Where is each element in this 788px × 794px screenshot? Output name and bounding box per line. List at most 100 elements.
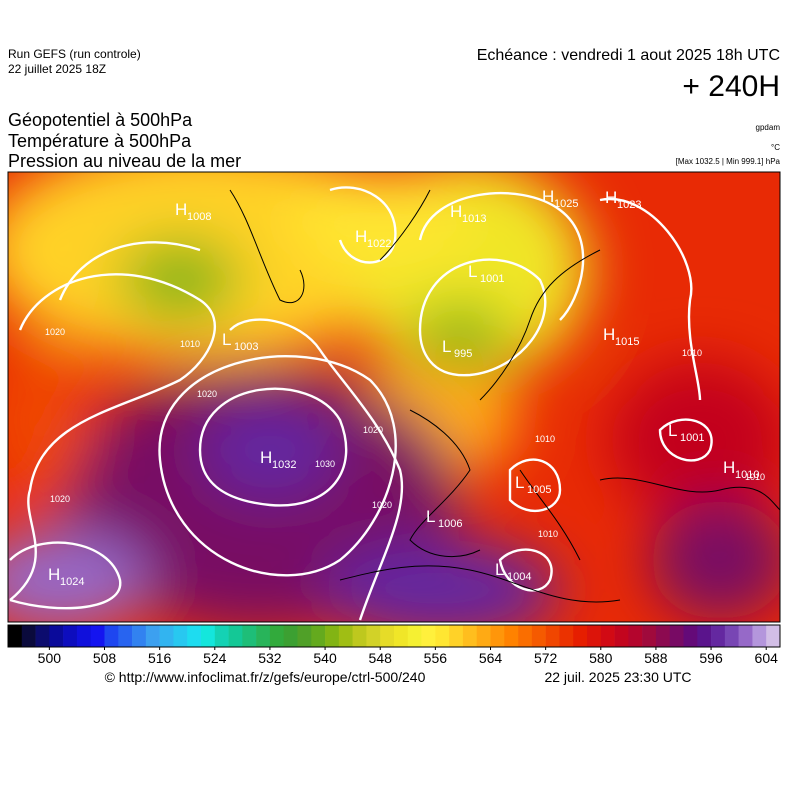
- isobar-label: 1020: [197, 389, 217, 399]
- run-date: 22 juillet 2025 18Z: [8, 62, 106, 76]
- center-value: 1015: [615, 336, 639, 348]
- center-value: 1024: [60, 576, 84, 588]
- center-value: 1023: [617, 199, 641, 211]
- isobar-label: 1020: [45, 327, 65, 337]
- pressure-center: H 1023: [605, 188, 641, 211]
- center-letter: L: [495, 560, 504, 579]
- center-letter: L: [426, 507, 435, 526]
- isobar-label: 1020: [363, 425, 383, 435]
- valid-time: Echéance : vendredi 1 aout 2025 18h UTC: [477, 47, 780, 64]
- color-swatch: [669, 625, 684, 647]
- center-value: 1003: [234, 341, 258, 353]
- isobar-label: 1020: [372, 500, 392, 510]
- isobar-label: 1020: [50, 494, 70, 504]
- center-value: 1013: [462, 213, 486, 225]
- color-swatch: [256, 625, 271, 647]
- center-value: 1001: [680, 432, 704, 444]
- center-letter: L: [468, 262, 477, 281]
- colorbar-tick-label: 604: [755, 650, 779, 666]
- color-swatch: [90, 625, 105, 647]
- center-value: 1006: [438, 518, 462, 530]
- center-letter: H: [450, 202, 462, 221]
- title: Pression au niveau de la mer: [8, 151, 241, 171]
- color-swatch: [118, 625, 133, 647]
- center-letter: L: [515, 473, 524, 492]
- colorbar-tick-label: 500: [38, 650, 62, 666]
- center-letter: L: [668, 421, 677, 440]
- colorbar-tick-label: 548: [369, 650, 393, 666]
- color-swatch: [394, 625, 409, 647]
- colorbar-tick-label: 572: [534, 650, 558, 666]
- color-swatch: [352, 625, 367, 647]
- center-letter: H: [355, 227, 367, 246]
- color-swatch: [325, 625, 340, 647]
- map-frame: [7, 171, 781, 623]
- color-swatch: [21, 625, 36, 647]
- title: Géopotentiel à 500hPa: [8, 110, 193, 130]
- colorbar-tick-label: 508: [93, 650, 117, 666]
- source: © http://www.infoclimat.fr/z/gefs/europe…: [105, 669, 426, 685]
- pressure-center: L 1001: [668, 421, 704, 444]
- color-swatch: [518, 625, 533, 647]
- isobar-label: 1010: [535, 434, 555, 444]
- isobar-label: 1010: [180, 339, 200, 349]
- color-swatch: [683, 625, 698, 647]
- isobar-label: 1010: [538, 529, 558, 539]
- color-swatch: [642, 625, 657, 647]
- color-swatch: [697, 625, 712, 647]
- color-swatch: [104, 625, 119, 647]
- colorbar-tick-label: 540: [313, 650, 337, 666]
- color-swatch: [752, 625, 767, 647]
- run-label: Run GEFS (run controle): [8, 47, 141, 61]
- color-swatch: [476, 625, 491, 647]
- center-letter: H: [605, 188, 617, 207]
- color-swatch: [76, 625, 92, 647]
- color-swatch: [173, 625, 188, 647]
- color-swatch: [63, 625, 78, 647]
- center-value: 1004: [507, 571, 531, 583]
- colorbar-tick-label: 556: [424, 650, 448, 666]
- pressure-center: H 1015: [603, 325, 639, 348]
- color-swatch: [311, 625, 326, 647]
- colorbar-tick-label: 516: [148, 650, 172, 666]
- colorbar-tick-label: 596: [699, 650, 723, 666]
- color-swatch: [228, 625, 243, 647]
- pressure-center: L 995: [442, 337, 472, 360]
- color-swatch: [573, 625, 588, 647]
- color-swatch: [490, 625, 505, 647]
- center-value: 1005: [527, 484, 551, 496]
- colorbar-tick-label: 524: [203, 650, 227, 666]
- center-value: 1001: [480, 273, 504, 285]
- pressure-center: H 1025: [542, 187, 578, 210]
- center-value: 1008: [187, 211, 211, 223]
- color-swatch: [421, 625, 436, 647]
- color-swatch: [132, 625, 147, 647]
- color-swatch: [738, 625, 753, 647]
- color-swatch: [435, 625, 450, 647]
- lead-time: + 240H: [682, 70, 780, 103]
- center-letter: H: [603, 325, 615, 344]
- center-value: 995: [454, 348, 472, 360]
- color-swatch: [614, 625, 629, 647]
- generated-time: 22 juil. 2025 23:30 UTC: [544, 669, 691, 685]
- center-letter: H: [723, 458, 735, 477]
- center-value: 1022: [367, 238, 391, 250]
- colorbar-tick-label: 564: [479, 650, 503, 666]
- isobar-label: 1010: [745, 472, 765, 482]
- center-value: 1032: [272, 459, 296, 471]
- color-swatch: [338, 625, 353, 647]
- title: Température à 500hPa: [8, 131, 192, 151]
- colorbar: 500 508 516 524 532 540 548 556 564 572 580 588 596 6…: [7, 624, 781, 666]
- center-letter: H: [260, 448, 272, 467]
- color-swatch: [214, 625, 229, 647]
- isobar-label: 1030: [315, 459, 335, 469]
- color-swatch: [187, 625, 202, 647]
- color-swatch: [145, 625, 160, 647]
- color-swatch: [545, 625, 560, 647]
- colorbar-frame: [7, 624, 781, 648]
- pressure-center: L 1006: [426, 507, 462, 530]
- color-swatch: [655, 625, 671, 647]
